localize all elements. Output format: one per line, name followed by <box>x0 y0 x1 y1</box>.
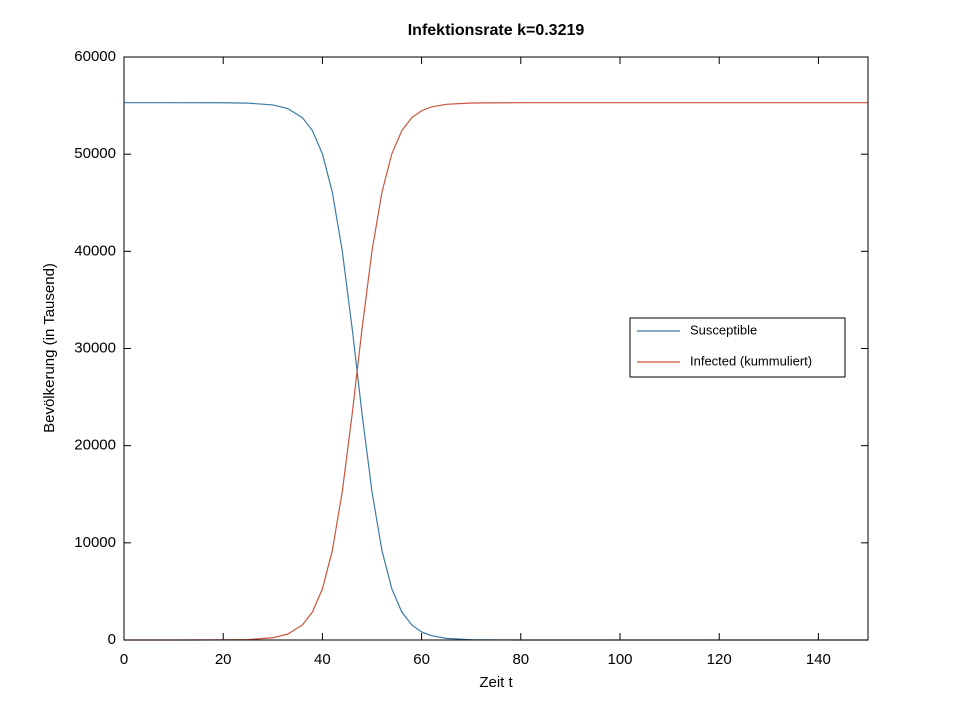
series-line <box>124 102 868 641</box>
y-tick-label: 0 <box>108 631 116 648</box>
x-tick-label: 0 <box>120 651 128 668</box>
y-tick-label: 50000 <box>74 145 116 162</box>
x-tick-label: 20 <box>215 651 232 668</box>
x-tick-label: 140 <box>806 651 831 668</box>
y-tick-label: 40000 <box>74 242 116 259</box>
x-tick-label: 80 <box>512 651 529 668</box>
y-axis-label: Bevölkerung (in Tausend) <box>41 263 58 433</box>
y-tick-label: 30000 <box>74 339 116 356</box>
y-tick-label: 60000 <box>74 48 116 65</box>
x-tick-label: 40 <box>314 651 331 668</box>
y-tick-label: 20000 <box>74 437 116 454</box>
y-tick-label: 10000 <box>74 534 116 551</box>
legend-label: Susceptible <box>690 322 757 337</box>
x-tick-label: 120 <box>707 651 732 668</box>
x-tick-label: 100 <box>607 651 632 668</box>
plot-frame <box>123 56 869 641</box>
legend-box <box>629 317 846 378</box>
legend-label: Infected (kummuliert) <box>690 353 812 368</box>
x-tick-label: 60 <box>413 651 430 668</box>
chart-title: Infektionsrate k=0.3219 <box>408 22 585 39</box>
x-axis-label: Zeit t <box>479 674 513 691</box>
legend: Susceptible Infected (kummuliert) <box>629 317 846 378</box>
